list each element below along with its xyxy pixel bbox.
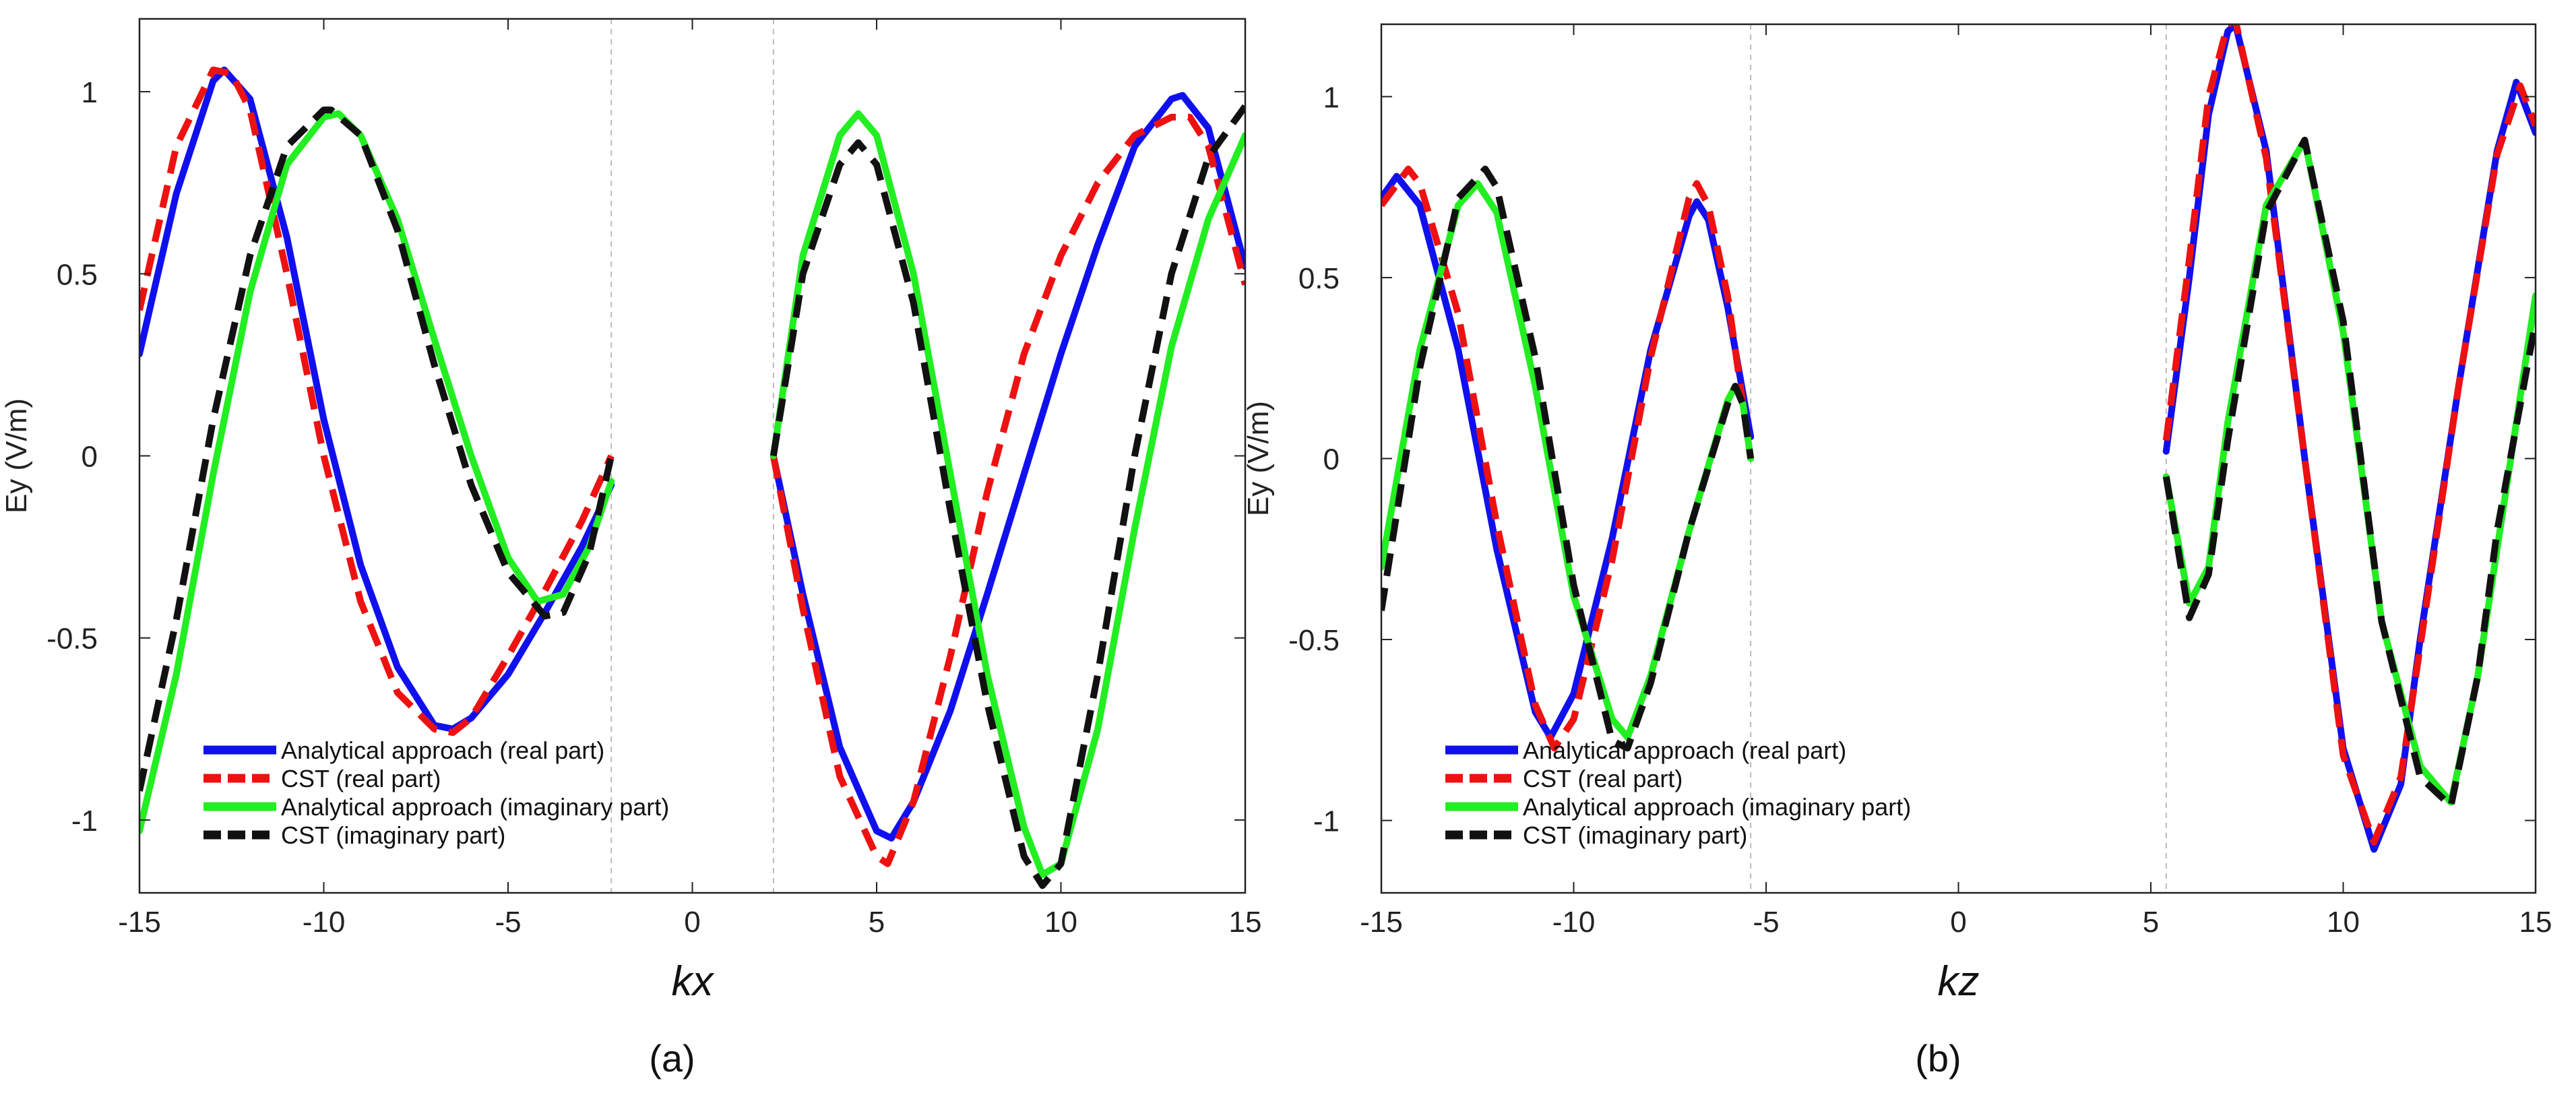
- x-tick-label: 0: [1950, 906, 1966, 939]
- y-tick-label: 0: [1323, 443, 1340, 476]
- x-tick-label: -15: [1360, 906, 1403, 939]
- x-axis-label: kx: [672, 958, 715, 1005]
- x-tick-label: -10: [1552, 906, 1596, 939]
- panel-label: (a): [649, 1037, 695, 1080]
- x-tick-label: 15: [1229, 906, 1262, 939]
- legend-label: Analytical approach (imaginary part): [1523, 793, 1911, 821]
- series-line: [1381, 180, 1755, 741]
- y-axis-label: Ey (V/m): [0, 398, 33, 513]
- series-line: [769, 113, 1245, 867]
- series-line: [2162, 24, 2536, 846]
- x-tick-label: -5: [1753, 906, 1779, 939]
- x-tick-label: 0: [684, 906, 700, 939]
- series-line: [769, 92, 1245, 842]
- legend: Analytical approach (real part)CST (real…: [203, 737, 669, 849]
- x-tick-label: 5: [869, 906, 885, 939]
- y-axis-label: Ey (V/m): [1242, 401, 1275, 516]
- y-tick-label: -1: [71, 805, 98, 838]
- plot-area: [139, 66, 1245, 889]
- legend-label: Analytical approach (real part): [1523, 737, 1846, 764]
- series-line: [139, 66, 615, 737]
- legend-label: CST (real part): [281, 765, 441, 792]
- series-line: [1381, 165, 1755, 752]
- x-tick-label: 15: [2519, 906, 2552, 939]
- plot-area: [1381, 24, 2536, 853]
- legend-label: Analytical approach (real part): [281, 737, 604, 764]
- x-tick-label: 10: [1044, 906, 1077, 939]
- y-tick-label: 0.5: [1298, 262, 1340, 295]
- series-line: [139, 110, 615, 835]
- legend: Analytical approach (real part)CST (real…: [1445, 737, 1911, 849]
- y-tick-label: 0: [82, 441, 98, 474]
- y-tick-label: 1: [1323, 81, 1340, 114]
- series-line: [769, 110, 1245, 878]
- x-tick-label: 5: [2143, 906, 2159, 939]
- y-tick-label: -0.5: [46, 623, 98, 656]
- x-tick-label: -5: [495, 906, 521, 939]
- y-tick-label: -1: [1313, 805, 1340, 838]
- series-line: [1381, 165, 1755, 752]
- series-line: [2162, 136, 2536, 810]
- series-line: [139, 66, 615, 732]
- y-tick-label: -0.5: [1288, 624, 1340, 657]
- panel-a: -15 -10 -5 0 5 10 15 -1 -0.5 0 0.5 1 kx Ey (V/m) (a) An…: [0, 18, 1262, 1080]
- legend-label: Analytical approach (imaginary part): [281, 793, 669, 821]
- legend-label: CST (imaginary part): [281, 821, 505, 849]
- panel-label: (b): [1915, 1037, 1961, 1080]
- y-tick-label: 1: [82, 76, 98, 109]
- x-axis-label: kz: [1938, 958, 1980, 1005]
- y-tick-label: 0.5: [57, 258, 98, 291]
- series-line: [2162, 24, 2536, 853]
- x-tick-label: 10: [2327, 906, 2360, 939]
- panel-b: -15 -10 -5 0 5 10 15 -1 -0.5 0 0.5 1 kz Ey (V/m) (b) An…: [1242, 23, 2552, 1080]
- series-line: [139, 106, 615, 792]
- series-line: [1381, 173, 1755, 741]
- series-line: [769, 104, 1245, 889]
- x-tick-label: -15: [118, 906, 161, 939]
- legend-label: CST (imaginary part): [1523, 821, 1747, 849]
- legend-label: CST (real part): [1523, 765, 1683, 792]
- x-tick-label: -10: [303, 906, 346, 939]
